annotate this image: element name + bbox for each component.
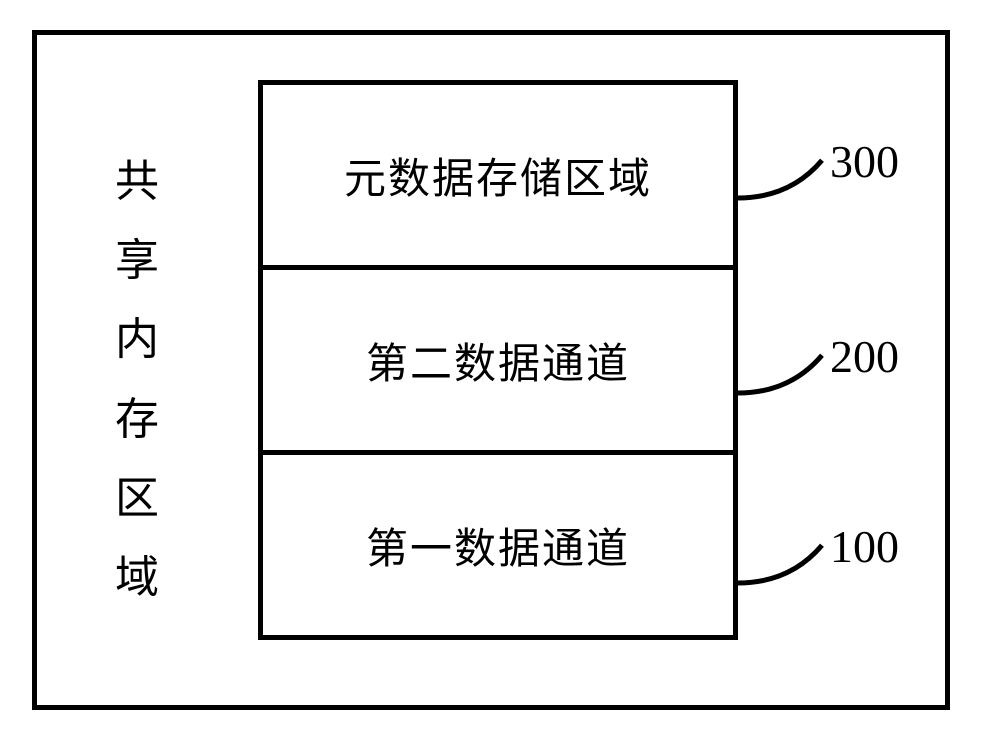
vertical-label-char: 内 [115, 318, 159, 362]
memory-layout-table: 元数据存储区域第二数据通道第一数据通道 [258, 80, 738, 640]
vertical-label-char: 存 [115, 398, 159, 442]
diagram-canvas: 共享内存区域 元数据存储区域第二数据通道第一数据通道 300 200 100 [0, 0, 983, 739]
second-data-channel: 第二数据通道 [263, 265, 733, 450]
first-data-channel: 第一数据通道 [263, 450, 733, 635]
vertical-label-char: 共 [115, 160, 159, 204]
callout-100: 100 [830, 520, 899, 573]
vertical-label-char: 域 [115, 556, 159, 600]
shared-memory-region-label: 共享内存区域 [110, 160, 164, 600]
vertical-label-char: 享 [115, 239, 159, 283]
callout-300: 300 [830, 135, 899, 188]
vertical-label-char: 区 [115, 477, 159, 521]
callout-200: 200 [830, 330, 899, 383]
metadata-storage-area: 元数据存储区域 [263, 85, 733, 265]
